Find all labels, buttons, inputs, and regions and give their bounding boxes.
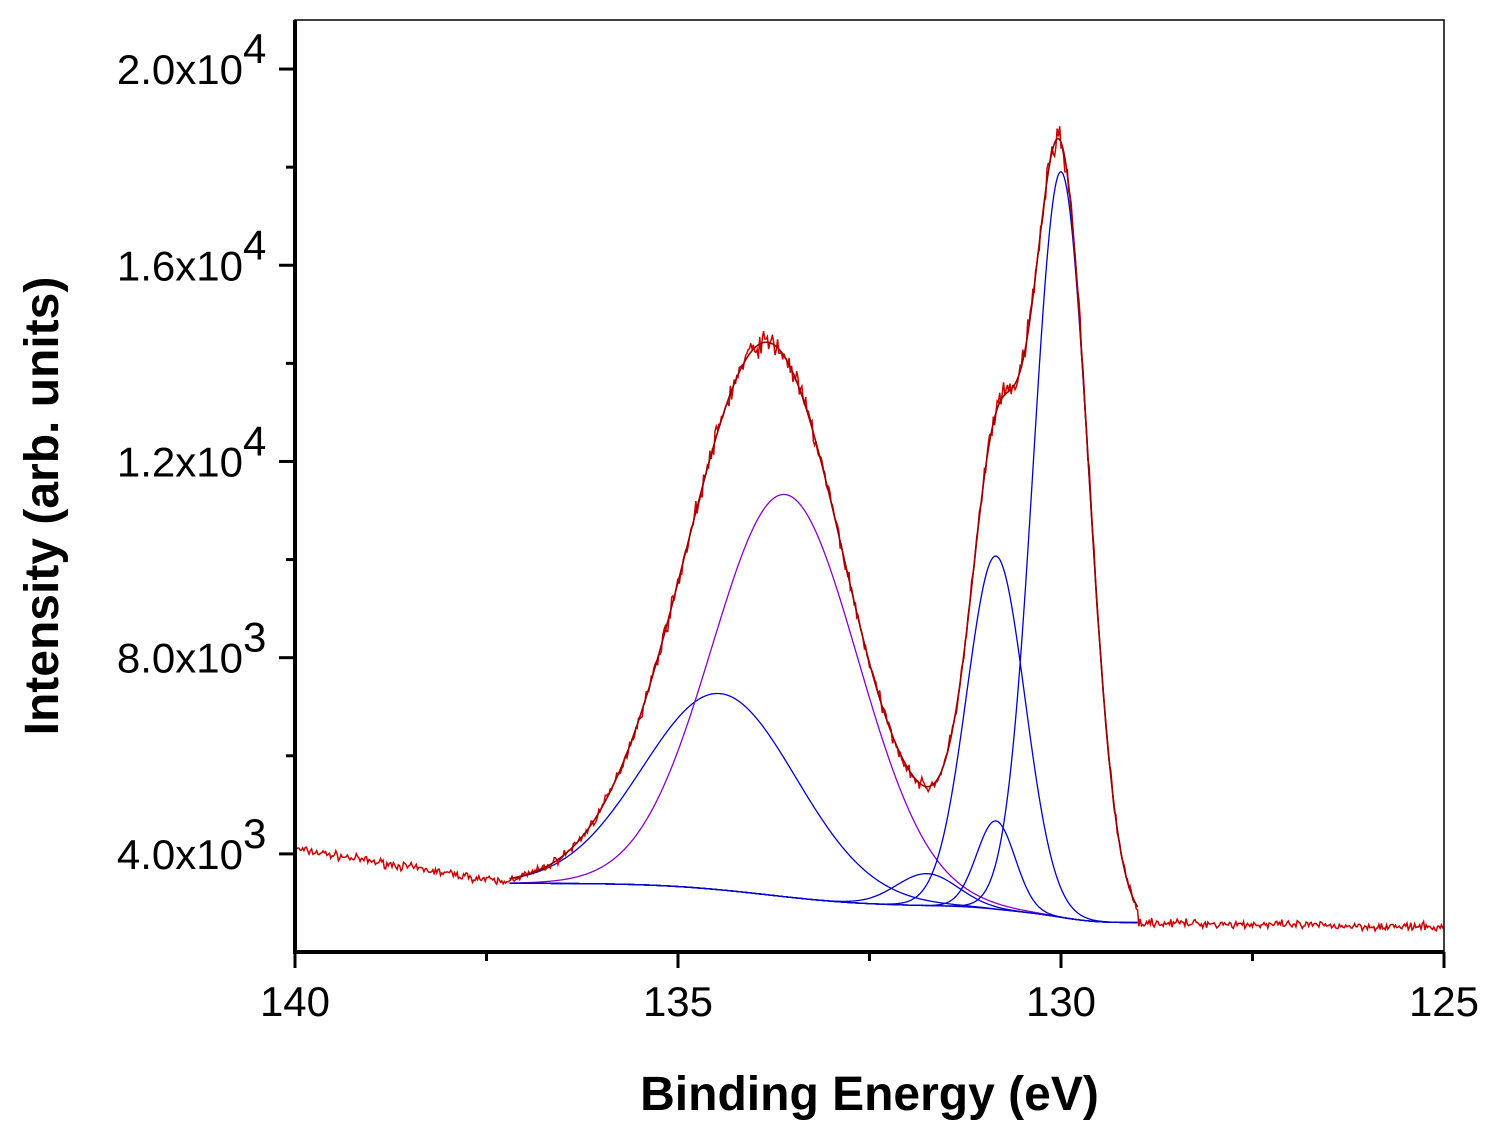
x-axis-title: Binding Energy (eV) — [640, 1068, 1099, 1121]
x-tick-label: 135 — [643, 978, 713, 1025]
y-axis-title: Intensity (arb. units) — [16, 277, 69, 736]
x-axis-ticks: 140 135 130 125 — [260, 952, 1479, 1025]
y-tick-exponent: 4 — [243, 25, 266, 72]
x-tick-label: 130 — [1026, 978, 1096, 1025]
measured-spectrum — [294, 126, 1445, 934]
y-tick-exponent: 3 — [243, 810, 266, 857]
envelope-fit — [509, 137, 1139, 908]
y-tick-label: 1.6x10 — [117, 242, 243, 289]
y-tick-exponent: 4 — [243, 417, 266, 464]
component-peak-2 — [509, 493, 1138, 924]
y-tick-label: 8.0x10 — [117, 635, 243, 682]
plot-series — [294, 126, 1445, 934]
y-tick-exponent: 3 — [243, 614, 266, 661]
y-tick-label: 4.0x10 — [117, 831, 243, 878]
x-tick-label: 140 — [260, 978, 330, 1025]
component-peak-6 — [509, 171, 1139, 908]
y-tick-label: 2.0x10 — [117, 46, 243, 93]
y-axis-ticks: 4.0x10 38.0x10 31.2x10 41.6x10 42.0x10 4 — [117, 25, 295, 878]
y-tick-exponent: 4 — [243, 221, 266, 268]
y-tick-label: 1.2x10 — [117, 438, 243, 485]
x-tick-label: 125 — [1409, 978, 1479, 1025]
